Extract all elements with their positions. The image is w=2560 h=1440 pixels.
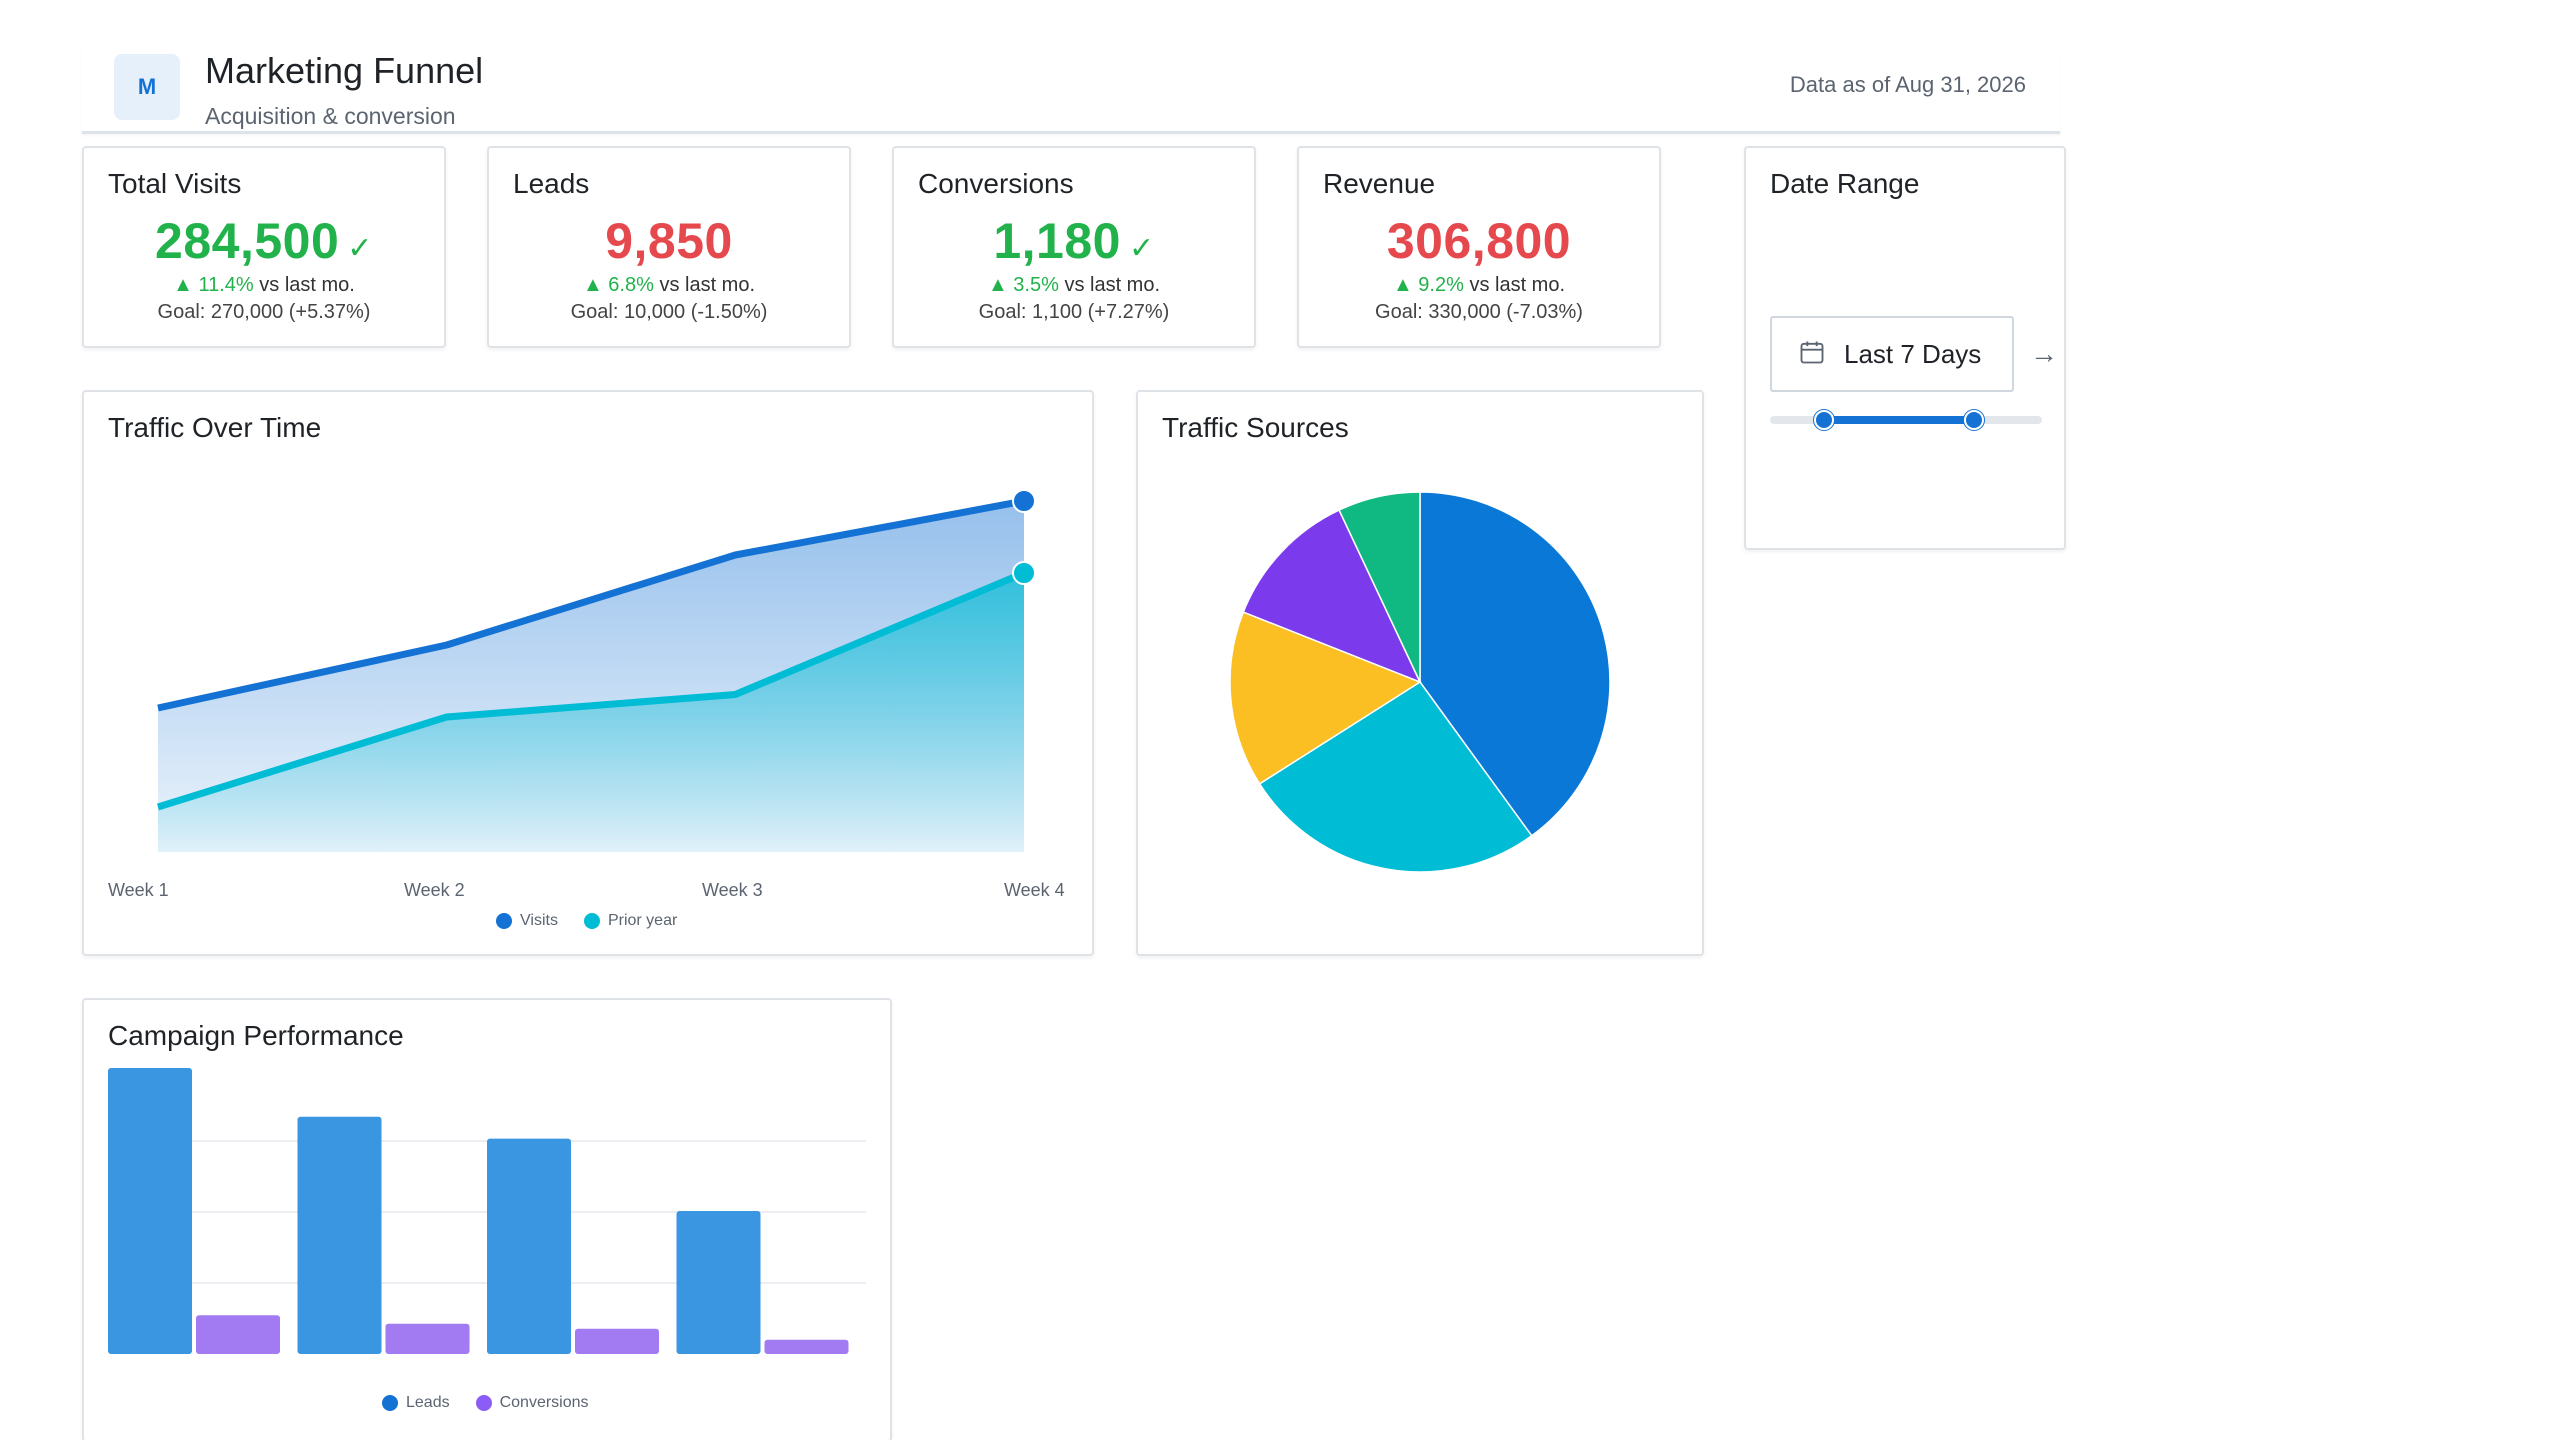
bar-leads-0 <box>108 1068 192 1354</box>
traffic-over-time-card: Traffic Over Time Week 1 Week 2 Week 3 W… <box>82 390 1094 956</box>
app-logo: M <box>114 54 180 120</box>
check-icon: ✓ <box>1128 232 1155 265</box>
traffic-sources-pie-chart <box>1229 491 1611 873</box>
data-as-of-label: Data as of Aug 31, 2026 <box>1789 72 2026 97</box>
page-subtitle: Acquisition & conversion <box>205 103 456 129</box>
kpi-value: 284,500 ✓ <box>155 213 373 269</box>
kpi-goal: Goal: 330,000 (-7.03%) <box>1375 301 1583 323</box>
kpi-card-leads: Leads 9,850 ▲ 6.8% vs last mo. Goal: 10,… <box>487 146 851 348</box>
kpi-card-total-visits: Total Visits 284,500 ✓ ▲ 11.4% vs last mo… <box>82 146 446 348</box>
legend-item-conversions[interactable]: Conversions <box>475 1394 589 1412</box>
traffic-sources-card: Traffic Sources <box>1136 390 1704 956</box>
chart-legend: Leads Conversions <box>382 1394 589 1412</box>
campaign-performance-card: Campaign Performance Spring LaunchWebina… <box>82 998 892 1440</box>
app-header: M Marketing Funnel Acquisition & convers… <box>82 50 2060 134</box>
x-tick-label: Week 2 <box>404 880 465 900</box>
kpi-goal: Goal: 270,000 (+5.37%) <box>157 301 371 323</box>
x-tick-label: Week 4 <box>1004 880 1065 900</box>
kpi-title: Total Visits <box>108 168 242 199</box>
chart-legend: Visits Prior year <box>496 912 677 930</box>
bar-leads-3 <box>676 1211 761 1354</box>
date-range-slider-fill <box>1824 416 1974 424</box>
kpi-title: Leads <box>513 168 590 199</box>
x-tick-label: Week 3 <box>702 880 763 900</box>
kpi-delta: ▲ 3.5% vs last mo. <box>987 274 1161 296</box>
bar-conversions-2 <box>575 1328 659 1354</box>
slider-handle-start[interactable] <box>1814 410 1835 430</box>
pie-slice-4 <box>1338 491 1421 683</box>
legend-item-prior-year[interactable]: Prior year <box>583 912 677 930</box>
chart-title: Traffic Sources <box>1162 412 1349 443</box>
chart-title: Campaign Performance <box>108 1020 404 1051</box>
bar-leads-2 <box>487 1138 571 1354</box>
series-line-1 <box>156 569 1026 811</box>
kpi-delta: ▲ 6.8% vs last mo. <box>582 274 756 296</box>
series-endpoint-0 <box>1012 489 1036 513</box>
area-fill-1 <box>158 573 1024 852</box>
kpi-delta: ▲ 11.4% vs last mo. <box>173 274 355 296</box>
date-range-card: Date Range Last 7 Days → <box>1744 146 2066 550</box>
kpi-title: Conversions <box>918 168 1074 199</box>
pie-slice-2 <box>1229 611 1422 785</box>
kpi-delta: ▲ 9.2% vs last mo. <box>1392 274 1566 296</box>
date-range-value: Last 7 Days <box>1844 338 1982 369</box>
check-icon: ✓ <box>347 232 373 265</box>
campaign-bar-chart: Spring LaunchWebinar SeriesRetargetingPa… <box>108 1068 866 1354</box>
bar-conversions-0 <box>196 1315 280 1354</box>
arrow-right-icon[interactable]: → <box>2030 338 2058 369</box>
kpi-value: 9,850 <box>605 213 733 269</box>
kpi-card-conversions: Conversions 1,180 ✓ ▲ 3.5% vs last mo. Go… <box>892 146 1256 348</box>
calendar-icon <box>1798 338 1826 371</box>
bar-leads-1 <box>297 1116 382 1354</box>
bar-conversions-1 <box>385 1323 470 1354</box>
bar-conversions-3 <box>764 1339 849 1354</box>
x-tick-label: Week 1 <box>108 880 169 900</box>
kpi-goal: Goal: 1,100 (+7.27%) <box>978 301 1170 323</box>
chart-title: Traffic Over Time <box>108 412 322 443</box>
series-endpoint-1 <box>1012 561 1036 585</box>
series-line-0 <box>157 497 1025 712</box>
legend-item-visits[interactable]: Visits <box>496 912 558 930</box>
pie-slice-0 <box>1419 491 1611 837</box>
date-range-dropdown[interactable]: Last 7 Days <box>1770 316 2014 392</box>
kpi-card-revenue: Revenue 306,800 ▲ 9.2% vs last mo. Goal:… <box>1297 146 1661 348</box>
kpi-value: 1,180 ✓ <box>993 213 1155 269</box>
kpi-goal: Goal: 10,000 (-1.50%) <box>570 301 768 323</box>
legend-item-leads[interactable]: Leads <box>382 1394 450 1412</box>
slider-handle-end[interactable] <box>1964 410 1984 430</box>
page-title: Marketing Funnel <box>205 50 484 91</box>
kpi-title: Revenue <box>1323 168 1436 199</box>
traffic-area-chart <box>156 489 1036 852</box>
kpi-value: 306,800 <box>1386 213 1572 269</box>
date-range-title: Date Range <box>1770 168 1920 199</box>
pie-slice-3 <box>1242 509 1422 684</box>
pie-slice-1 <box>1258 680 1533 873</box>
